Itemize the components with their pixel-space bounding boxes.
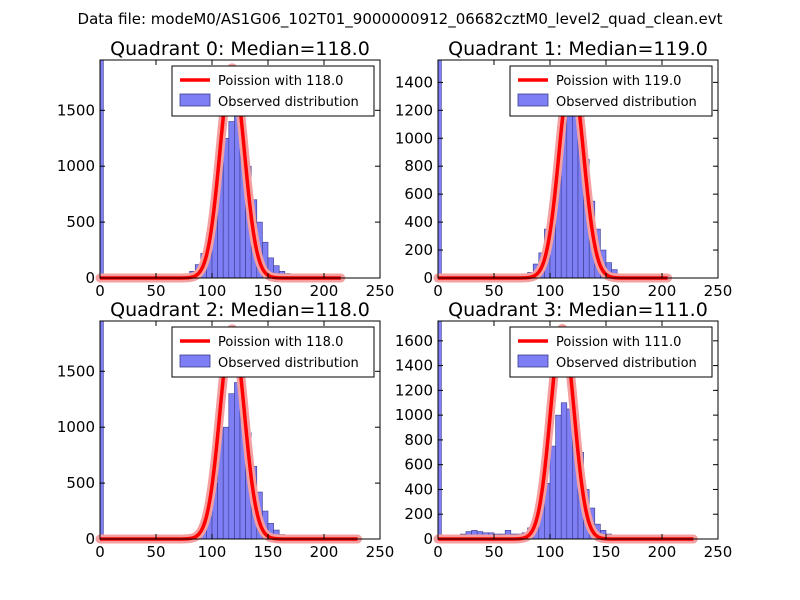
legend-observed-label: Observed distribution <box>556 95 697 110</box>
legend-poisson-label: Poission with 111.0 <box>556 335 681 350</box>
histogram-bar <box>549 445 556 540</box>
y-tick-label: 0 <box>85 530 95 548</box>
axes-frame <box>99 320 381 540</box>
histogram-bar <box>234 382 241 540</box>
legend-poisson-label: Poission with 118.0 <box>218 335 343 350</box>
legend: Poission with 118.0 Observed distribution <box>171 65 375 117</box>
y-tick-label: 200 <box>404 241 433 259</box>
x-tick-label: 0 <box>95 543 105 561</box>
legend-observed-label: Observed distribution <box>218 95 359 110</box>
y-tick-label: 800 <box>404 431 433 449</box>
histogram-bar <box>437 320 442 540</box>
x-tick-label: 100 <box>198 282 227 300</box>
legend: Poission with 119.0 Observed distribution <box>509 65 713 117</box>
quadrant-3-title: Quadrant 3: Median=111.0 <box>448 299 708 321</box>
legend-box <box>171 65 375 117</box>
axes-frame <box>437 59 719 279</box>
histogram-bar <box>566 96 573 279</box>
quadrant-0-title: Quadrant 0: Median=118.0 <box>110 38 370 60</box>
histogram-bar <box>560 402 568 540</box>
histogram-bar <box>222 426 230 540</box>
legend-bar-swatch <box>517 93 549 107</box>
legend-poisson-label: Poission with 118.0 <box>218 74 343 89</box>
legend-observed-label: Observed distribution <box>218 356 359 371</box>
quadrant-3-panel: Quadrant 3: Median=111.0 0 50 100 150 200 250… <box>395 299 733 561</box>
y-tick-label: 0 <box>423 269 433 287</box>
histogram-bar <box>437 59 442 279</box>
y-tick-label: 1200 <box>395 101 433 119</box>
y-tick-label: 500 <box>66 474 95 492</box>
y-tick-label: 1400 <box>395 357 433 375</box>
y-tick-label: 1500 <box>57 362 95 380</box>
y-tick-label: 1000 <box>395 406 433 424</box>
legend: Poission with 118.0 Observed distribution <box>171 326 375 378</box>
x-tick-label: 0 <box>433 543 443 561</box>
x-tick-label: 250 <box>366 282 395 300</box>
x-tick-label: 50 <box>146 543 165 561</box>
y-tick-label: 600 <box>404 185 433 203</box>
x-tick-label: 250 <box>704 543 733 561</box>
legend: Poission with 111.0 Observed distribution <box>509 326 713 378</box>
histogram-bar <box>99 320 104 540</box>
quadrant-0-panel: Quadrant 0: Median=118.0 0 50 100 150 200 250… <box>57 38 395 300</box>
quadrant-1-panel: Quadrant 1: Median=119.0 0 50 100 150 200 250… <box>395 38 733 300</box>
y-tick-label: 0 <box>423 530 433 548</box>
legend-box <box>509 65 713 117</box>
y-tick-label: 400 <box>404 480 433 498</box>
y-tick-label: 500 <box>66 213 95 231</box>
y-tick-label: 1400 <box>395 73 433 91</box>
x-tick-label: 0 <box>95 282 105 300</box>
y-tick-label: 1000 <box>395 129 433 147</box>
suptitle: Data file: modeM0/AS1G06_102T01_90000009… <box>78 10 723 29</box>
x-tick-label: 150 <box>592 282 621 300</box>
y-tick-label: 0 <box>85 269 95 287</box>
y-tick-label: 200 <box>404 505 433 523</box>
y-tick-label: 1000 <box>57 418 95 436</box>
x-tick-label: 50 <box>146 282 165 300</box>
x-tick-label: 200 <box>648 543 677 561</box>
legend-box <box>171 326 375 378</box>
histogram-bar <box>228 121 235 279</box>
x-tick-label: 150 <box>254 543 283 561</box>
x-tick-label: 100 <box>536 543 565 561</box>
x-tick-label: 100 <box>536 282 565 300</box>
legend-observed-label: Observed distribution <box>556 356 697 371</box>
axes-frame <box>437 320 719 540</box>
x-tick-label: 50 <box>484 282 503 300</box>
x-tick-label: 0 <box>433 282 443 300</box>
y-tick-label: 600 <box>404 456 433 474</box>
y-tick-label: 800 <box>404 157 433 175</box>
x-tick-label: 50 <box>484 543 503 561</box>
axes-frame <box>99 59 381 279</box>
x-tick-label: 200 <box>648 282 677 300</box>
x-tick-label: 150 <box>254 282 283 300</box>
legend-bar-swatch <box>179 354 211 368</box>
x-tick-label: 200 <box>310 543 339 561</box>
histogram-bar <box>555 414 562 540</box>
y-tick-label: 400 <box>404 213 433 231</box>
x-tick-label: 150 <box>592 543 621 561</box>
quadrant-2-panel: Quadrant 2: Median=118.0 0 50 100 150 200 250… <box>57 299 395 561</box>
histogram-bar <box>228 393 235 540</box>
histogram-bar <box>99 59 104 279</box>
x-tick-label: 250 <box>366 543 395 561</box>
legend-bar-swatch <box>179 93 211 107</box>
histogram-bar <box>222 137 230 279</box>
y-tick-label: 1000 <box>57 157 95 175</box>
y-tick-label: 1600 <box>395 332 433 350</box>
x-tick-label: 200 <box>310 282 339 300</box>
x-tick-label: 250 <box>704 282 733 300</box>
legend-poisson-label: Poission with 119.0 <box>556 74 681 89</box>
x-tick-label: 100 <box>198 543 227 561</box>
quadrant-1-title: Quadrant 1: Median=119.0 <box>448 38 708 60</box>
y-tick-label: 1200 <box>395 381 433 399</box>
legend-box <box>509 326 713 378</box>
y-tick-label: 1500 <box>57 101 95 119</box>
quadrant-2-title: Quadrant 2: Median=118.0 <box>110 299 370 321</box>
legend-bar-swatch <box>517 354 549 368</box>
